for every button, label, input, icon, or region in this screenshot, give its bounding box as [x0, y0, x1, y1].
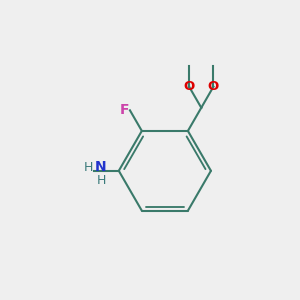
Text: F: F: [120, 103, 129, 117]
Text: N: N: [95, 160, 107, 174]
Text: O: O: [184, 80, 195, 93]
Text: H: H: [96, 174, 106, 187]
Text: H: H: [83, 161, 93, 174]
Text: O: O: [208, 80, 219, 93]
